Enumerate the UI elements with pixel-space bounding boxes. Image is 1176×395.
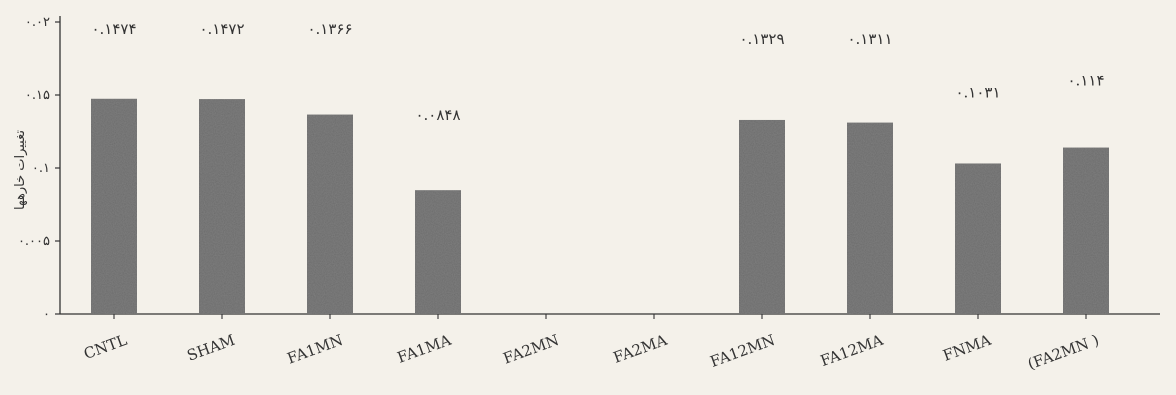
data-labels: ۰.۱۴۷۴ ۰.۱۴۷۲ ۰.۱۳۶۶ ۰.۰۸۴۸ ۰.۱۳۲۹ ۰.۱۳۱۱ ۰.۱۰… <box>91 20 1105 124</box>
data-label: ۰.۱۳۲۹ <box>739 30 784 48</box>
bar <box>847 122 893 315</box>
y-axis: ۰ ۰.۰۰۵ ۰.۱ ۰.۱۵ ۰.۰۲ <box>18 15 61 322</box>
x-tick-label: (FA2MN ) <box>1025 331 1101 373</box>
data-label: ۰.۱۰۳۱ <box>955 83 1000 101</box>
bars <box>91 98 1109 315</box>
bar <box>955 163 1001 314</box>
bar <box>1063 147 1109 314</box>
data-label: ۰.۰۸۴۸ <box>415 106 460 124</box>
x-tick-label: FA1MA <box>395 331 454 367</box>
x-tick-label: FA1MN <box>285 331 346 368</box>
data-label: ۰.۱۳۱۱ <box>847 30 892 48</box>
bar <box>739 119 785 314</box>
bar <box>415 190 461 314</box>
data-label: ۰.۱۴۷۴ <box>91 20 136 38</box>
x-tick-label: FNMA <box>940 331 993 365</box>
y-tick-label: ۰.۰۲ <box>25 15 50 30</box>
x-tick-label: FA2MN <box>501 331 562 368</box>
y-tick-label: ۰.۱ <box>32 161 50 176</box>
y-axis-title: تغییرات خارهها <box>13 130 28 210</box>
x-tick-label: FA2MA <box>611 331 670 367</box>
x-axis: CNTL SHAM FA1MN FA1MA FA2MN FA2MA FA12MN FA12MA… <box>60 313 1160 373</box>
x-tick-label: FA12MA <box>818 331 886 370</box>
x-tick-label: CNTL <box>81 331 129 363</box>
bar <box>199 99 245 314</box>
bar <box>91 98 137 315</box>
data-label: ۰.۱۳۶۶ <box>307 20 352 38</box>
y-tick-label: ۰ <box>43 307 50 322</box>
y-tick-label: ۰.۱۵ <box>25 88 50 103</box>
y-tick-label: ۰.۰۰۵ <box>18 234 50 249</box>
bar <box>307 114 353 315</box>
data-label: ۰.۱۱۴ <box>1068 72 1105 90</box>
data-label: ۰.۱۴۷۲ <box>199 20 244 38</box>
x-tick-label: FA12MN <box>708 331 778 371</box>
x-tick-label: SHAM <box>185 331 238 365</box>
